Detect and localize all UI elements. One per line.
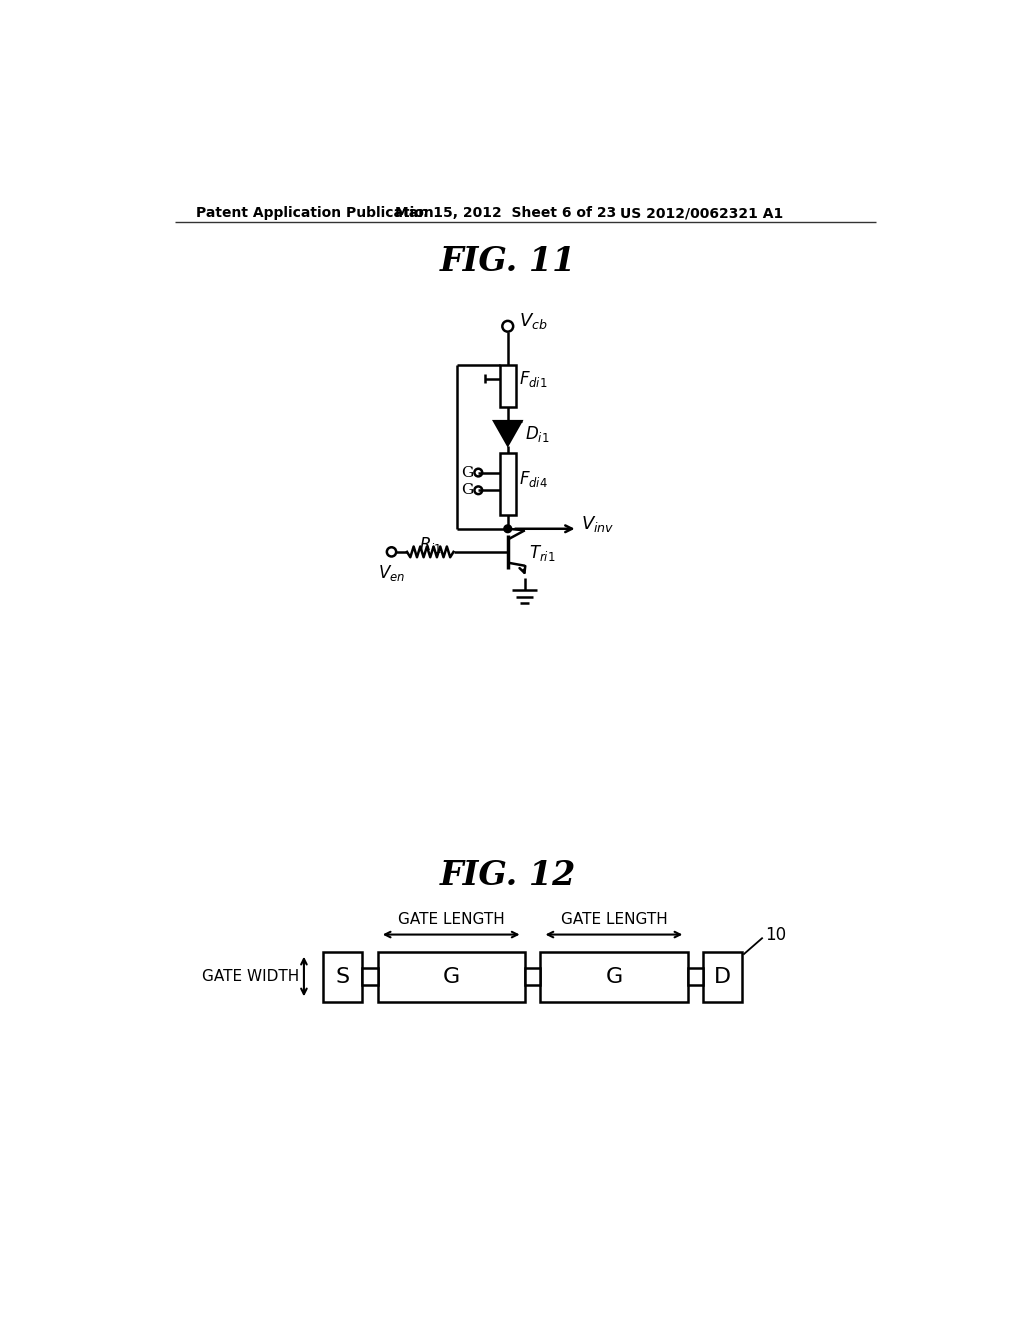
Text: GATE LENGTH: GATE LENGTH [397, 912, 505, 927]
Text: GATE WIDTH: GATE WIDTH [202, 969, 299, 983]
Text: GATE LENGTH: GATE LENGTH [560, 912, 668, 927]
Bar [378, 952, 524, 1002]
Text: S: S [336, 966, 350, 986]
Text: G: G [442, 966, 460, 986]
Bar [687, 968, 703, 985]
Bar [703, 952, 741, 1002]
Text: G: G [461, 466, 473, 479]
Text: Mar. 15, 2012  Sheet 6 of 23: Mar. 15, 2012 Sheet 6 of 23 [395, 206, 616, 220]
Text: $F_{di4}$: $F_{di4}$ [519, 469, 548, 488]
Bar [362, 968, 378, 985]
Polygon shape [494, 421, 521, 446]
Text: $V_{inv}$: $V_{inv}$ [582, 515, 614, 535]
Bar [541, 952, 687, 1002]
Bar [500, 453, 515, 515]
Text: G: G [461, 483, 473, 498]
Text: D: D [714, 966, 731, 986]
Text: G: G [605, 966, 623, 986]
Text: $D_{i1}$: $D_{i1}$ [524, 424, 549, 444]
Text: FIG. 12: FIG. 12 [439, 859, 575, 892]
Text: $F_{di1}$: $F_{di1}$ [519, 368, 548, 388]
Text: $R_{i1}$: $R_{i1}$ [419, 535, 441, 554]
Text: 10: 10 [765, 925, 786, 944]
Text: Patent Application Publication: Patent Application Publication [197, 206, 434, 220]
Text: $V_{cb}$: $V_{cb}$ [518, 312, 547, 331]
Bar [500, 364, 515, 407]
Bar [524, 968, 541, 985]
Text: $T_{ri1}$: $T_{ri1}$ [529, 543, 556, 562]
Circle shape [504, 525, 512, 532]
Text: US 2012/0062321 A1: US 2012/0062321 A1 [621, 206, 783, 220]
Text: FIG. 11: FIG. 11 [439, 244, 575, 277]
Bar [324, 952, 362, 1002]
Text: $V_{en}$: $V_{en}$ [378, 562, 406, 582]
